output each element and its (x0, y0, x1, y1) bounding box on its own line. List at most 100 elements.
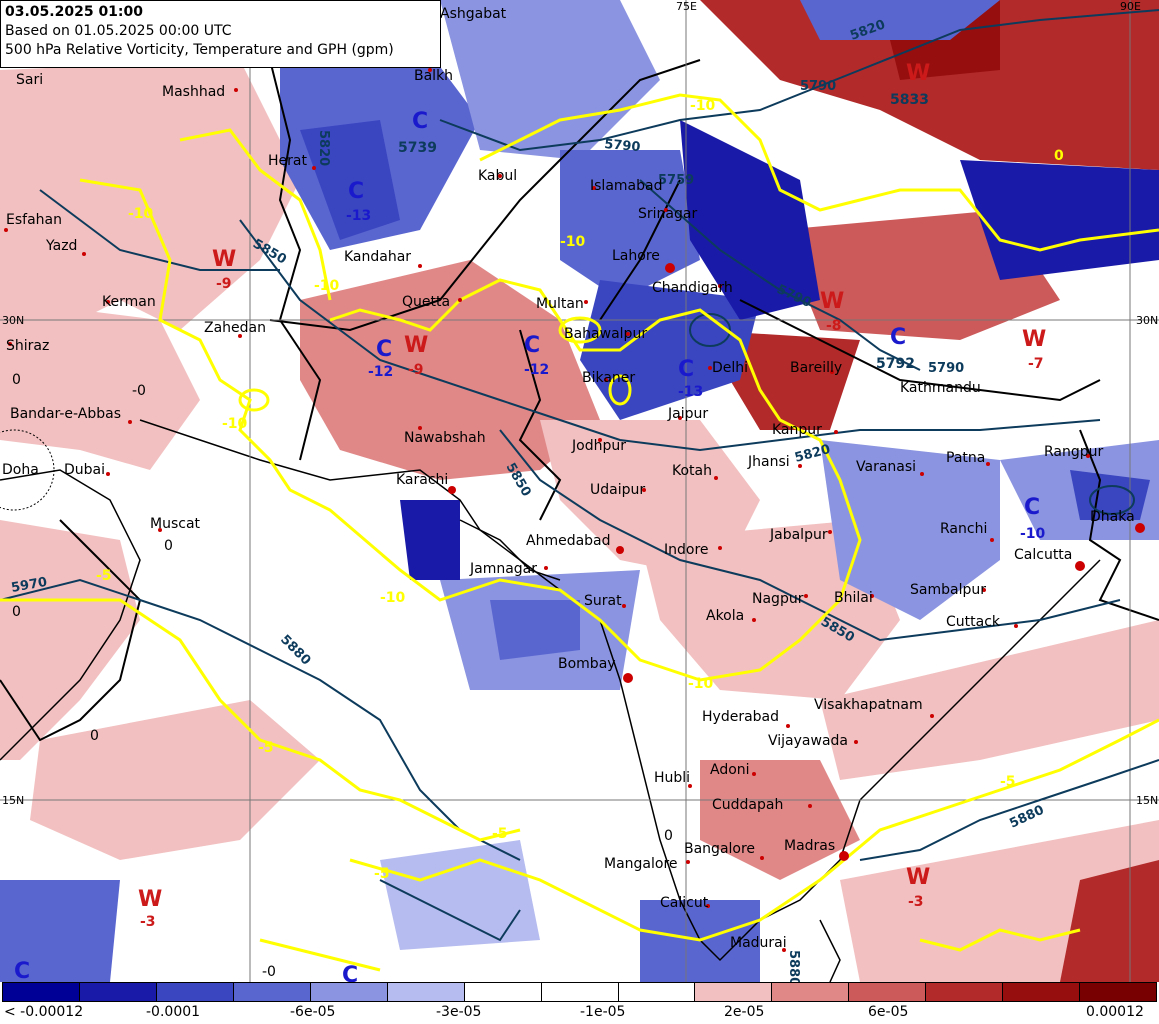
temp-label: -5 (258, 740, 274, 756)
gph-contours (0, 9, 1159, 942)
lat-label: 15N (2, 794, 24, 807)
svg-text:Nagpur: Nagpur (752, 591, 804, 607)
colorbar-labels: < -0.00012 -0.0001 -6e-05 -3e-05 -1e-05 … (0, 1004, 1159, 1024)
lat-label: 15N (1136, 794, 1158, 807)
svg-text:Ranchi: Ranchi (940, 521, 987, 537)
city-akola: Akola (706, 608, 756, 624)
cold-center-marker: C -13 (678, 357, 703, 400)
svg-text:Mangalore: Mangalore (604, 856, 678, 872)
city-jabalpur: Jabalpur (769, 527, 832, 543)
city-kanpur: Kanpur (772, 422, 838, 438)
svg-text:5792: 5792 (876, 356, 915, 372)
city-delhi: Delhi (708, 360, 748, 376)
colorbar-label: -3e-05 (436, 1004, 482, 1020)
svg-text:Vijayawada: Vijayawada (768, 733, 848, 749)
svg-text:Chandigarh: Chandigarh (652, 280, 733, 296)
svg-text:C: C (1024, 495, 1040, 520)
city-jamnagar: Jamnagar (469, 561, 548, 577)
svg-text:Shiraz: Shiraz (6, 338, 49, 354)
product-name: 500 hPa Relative Vorticity, Temperature … (5, 42, 394, 58)
lat-label: 30N (2, 314, 24, 327)
dashed-circle (0, 429, 55, 511)
city-dhaka: Dhaka (1090, 509, 1145, 533)
colorbar: < -0.00012 -0.0001 -6e-05 -3e-05 -1e-05 … (0, 982, 1159, 1024)
gph-contour (0, 578, 521, 861)
svg-text:W: W (404, 333, 428, 358)
city-balkh: Balkh (414, 68, 453, 84)
svg-text:Jodhpur: Jodhpur (571, 438, 626, 454)
colorbar-label: 6e-05 (868, 1004, 909, 1020)
svg-text:-13: -13 (346, 208, 371, 224)
city-kabul: Kabul (478, 168, 517, 184)
city-jhansi: Jhansi (747, 454, 802, 470)
cold-center-marker: C 5792 (876, 325, 915, 372)
city-calicut: Calicut (660, 895, 710, 911)
vorticity-neg-region (0, 880, 120, 982)
temp-contour (558, 316, 602, 344)
city-jaipur: Jaipur (667, 406, 708, 422)
temp-label: -10 (128, 206, 154, 222)
coastline (0, 469, 141, 761)
svg-text:-12: -12 (524, 362, 549, 378)
city-nawabshah: Nawabshah (404, 426, 486, 446)
svg-text:Delhi: Delhi (712, 360, 748, 376)
border-line (269, 59, 322, 461)
temp-label: 0 (164, 538, 173, 554)
coastline (459, 519, 561, 581)
city-patna: Patna (946, 450, 990, 466)
colorbar-swatch (849, 983, 927, 1001)
city-varanasi: Varanasi (856, 459, 924, 476)
svg-text:Bhilai: Bhilai (834, 590, 873, 606)
svg-text:Patna: Patna (946, 450, 985, 466)
city-kotah: Kotah (672, 463, 718, 480)
warm-center-marker: W -9 (404, 333, 428, 378)
city-muscat: Muscat (150, 516, 201, 532)
city-adoni: Adoni (710, 762, 756, 778)
vorticity-neg-region (800, 0, 1000, 40)
temp-label: 0 (664, 828, 673, 844)
coastlines (0, 419, 1101, 982)
svg-text:Doha: Doha (2, 462, 39, 478)
gph-label: 5970 (10, 575, 48, 596)
temp-label: -10 (560, 234, 586, 250)
svg-text:Jabalpur: Jabalpur (769, 527, 828, 543)
svg-text:Jhansi: Jhansi (747, 454, 790, 470)
gph-contour (689, 313, 732, 347)
colorbar-swatch (618, 983, 696, 1001)
border-line (599, 179, 681, 321)
vorticity-pos-region (700, 760, 860, 880)
svg-text:Herat: Herat (268, 153, 307, 169)
gph-label: 5759 (658, 173, 694, 188)
colorbar-swatch (310, 983, 388, 1001)
svg-text:Balkh: Balkh (414, 68, 453, 84)
vorticity-neg-region (400, 500, 460, 580)
warm-center-marker: W 5833 (890, 61, 930, 108)
svg-text:Sambalpur: Sambalpur (910, 582, 986, 598)
temp-label: -10 (314, 278, 340, 294)
temp-label: -10 (380, 590, 406, 606)
svg-text:5833: 5833 (890, 92, 929, 108)
svg-text:-7: -7 (1028, 356, 1044, 372)
svg-text:-9: -9 (216, 276, 232, 292)
colorbar-swatch (541, 983, 619, 1001)
vorticity-pos-region (30, 700, 320, 860)
svg-text:Bikaner: Bikaner (582, 370, 635, 386)
city-bangalore: Bangalore (684, 841, 764, 860)
grid-labels: 30N 15N 30N 15N 75E 90E (2, 0, 1158, 807)
vorticity-neg-region (820, 440, 1000, 620)
svg-text:C: C (524, 333, 540, 358)
svg-text:Bandar-e-Abbas: Bandar-e-Abbas (10, 406, 121, 422)
svg-text:Esfahan: Esfahan (6, 212, 62, 228)
svg-text:Jamnagar: Jamnagar (469, 561, 537, 577)
vorticity-neg-region (960, 160, 1159, 280)
city-hyderabad: Hyderabad (702, 709, 790, 728)
svg-text:Lahore: Lahore (612, 248, 660, 264)
vorticity-pos-region (700, 0, 1159, 170)
svg-text:Kerman: Kerman (102, 294, 156, 310)
title-box: 03.05.2025 01:00 Based on 01.05.2025 00:… (0, 0, 441, 68)
coastline (819, 919, 841, 982)
warm-center-marker: W -9 (212, 247, 236, 292)
svg-text:Bangalore: Bangalore (684, 841, 755, 857)
cold-center-marker: C -10 (1020, 495, 1046, 542)
